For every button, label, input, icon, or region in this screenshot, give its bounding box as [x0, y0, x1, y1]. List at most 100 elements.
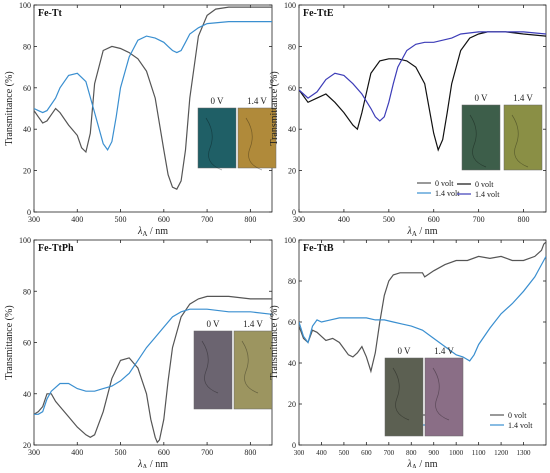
y-tick-label: 80 — [23, 42, 31, 51]
x-tick-label: 600 — [361, 449, 372, 457]
sample-photo — [424, 357, 464, 437]
y-tick-label: 100 — [284, 1, 296, 10]
x-tick-label: 1200 — [494, 449, 509, 457]
sample-photo — [461, 104, 501, 171]
plot-frame — [298, 239, 547, 446]
photo-crack — [201, 340, 219, 394]
x-tick-label: 700 — [201, 215, 213, 224]
photo-crack — [511, 114, 529, 168]
series-line-0v — [34, 295, 272, 444]
x-tick-label: 700 — [473, 215, 485, 224]
y-axis-label: Transmittance (%) — [4, 305, 15, 379]
photo-crack — [392, 367, 410, 421]
legend-label: 1.4 volt — [475, 190, 500, 199]
legend-label: 0 volt — [475, 180, 494, 189]
y-tick-label: 40 — [288, 125, 296, 134]
plot-frame — [298, 4, 547, 213]
series-line-1-4v — [299, 256, 546, 362]
inset-label: 0 V — [474, 93, 488, 103]
x-tick-label: 300 — [28, 448, 40, 457]
sample-photo — [503, 104, 543, 171]
x-tick-label: 700 — [201, 448, 213, 457]
x-tick-label: 900 — [428, 449, 439, 457]
x-tick-label: 300 — [293, 215, 305, 224]
y-tick-label: 60 — [288, 84, 296, 93]
photo-crack — [241, 340, 259, 394]
y-tick-label: 100 — [19, 1, 31, 10]
y-tick-label: 40 — [23, 125, 31, 134]
inset-label: 1.4 V — [434, 346, 454, 356]
panel-title: Fe-TtB — [303, 243, 334, 254]
series-line-0v — [299, 31, 546, 152]
y-axis-label: Transmittance (%) — [269, 71, 280, 145]
series-line-1-4v — [34, 21, 272, 152]
inset-label: 0 V — [206, 319, 220, 329]
x-tick-label: 400 — [316, 449, 327, 457]
chart-panel-2: 300 400 500 600 700 800 0 20 40 60 80 100 λA / nm Tra… — [269, 1, 547, 238]
y-tick-label: 20 — [23, 167, 31, 176]
x-tick-label: 600 — [158, 215, 170, 224]
x-axis-label: λA / nm — [137, 226, 168, 238]
y-tick-label: 60 — [23, 84, 31, 93]
sample-photo — [384, 357, 424, 437]
x-tick-label: 700 — [384, 449, 395, 457]
legend-label: 1.4 volt — [508, 421, 533, 430]
y-tick-label: 0 — [292, 208, 296, 217]
x-tick-label: 1300 — [517, 449, 532, 457]
x-tick-label: 600 — [428, 215, 440, 224]
inset-label: 1.4 V — [513, 93, 533, 103]
plot-frame — [33, 4, 273, 213]
legend-label: 1.4 volt — [435, 189, 460, 198]
y-tick-label: 100 — [284, 236, 296, 245]
x-tick-label: 400 — [338, 215, 350, 224]
chart-panel-4: 300 400 500 600 700 800 900 1000 1100 1200 1300 0 20… — [269, 236, 547, 471]
inset-label: 1.4 V — [247, 96, 267, 106]
photo-crack — [469, 114, 487, 168]
y-tick-label: 20 — [288, 400, 296, 409]
y-axis-label: Transmittance (%) — [269, 305, 280, 379]
sample-photo — [193, 330, 233, 410]
panel-title: Fe-TtE — [303, 8, 334, 19]
y-tick-label: 80 — [288, 277, 296, 286]
x-tick-label: 500 — [115, 448, 127, 457]
inset-label: 0 V — [397, 346, 411, 356]
x-tick-label: 600 — [158, 448, 170, 457]
x-tick-label: 1100 — [472, 449, 486, 457]
photo-crack — [432, 367, 450, 421]
y-tick-label: 20 — [288, 167, 296, 176]
series-line-0v — [299, 241, 546, 374]
y-tick-label: 40 — [288, 359, 296, 368]
x-axis-label: λA / nm — [137, 459, 168, 468]
y-tick-label: 0 — [27, 208, 31, 217]
x-tick-label: 500 — [339, 449, 350, 457]
sample-photo — [233, 330, 273, 410]
x-tick-label: 300 — [28, 215, 40, 224]
photo-crack — [245, 117, 263, 171]
x-axis-label: λA / nm — [407, 226, 438, 238]
sample-photo — [237, 107, 277, 169]
series-line-0v — [34, 6, 272, 190]
y-tick-label: 40 — [23, 390, 31, 399]
y-tick-label: 80 — [23, 287, 31, 296]
x-tick-label: 400 — [71, 448, 83, 457]
y-tick-label: 100 — [19, 236, 31, 245]
photo-crack — [205, 117, 223, 171]
x-tick-label: 300 — [294, 449, 305, 457]
y-tick-label: 60 — [23, 339, 31, 348]
y-axis-label: Transmittance (%) — [4, 71, 15, 145]
sample-photo — [197, 107, 237, 169]
x-tick-label: 400 — [71, 215, 83, 224]
x-tick-label: 1000 — [449, 449, 464, 457]
x-axis-label: λA / nm — [407, 459, 438, 468]
y-tick-label: 80 — [288, 42, 296, 51]
x-tick-label: 800 — [244, 448, 256, 457]
x-tick-label: 500 — [115, 215, 127, 224]
series-line-1-4v — [299, 31, 546, 122]
x-tick-label: 800 — [518, 215, 530, 224]
legend-label: 0 volt — [508, 411, 527, 420]
panel-title: Fe-Tt — [38, 8, 63, 19]
x-tick-label: 500 — [383, 215, 395, 224]
x-tick-label: 800 — [244, 215, 256, 224]
